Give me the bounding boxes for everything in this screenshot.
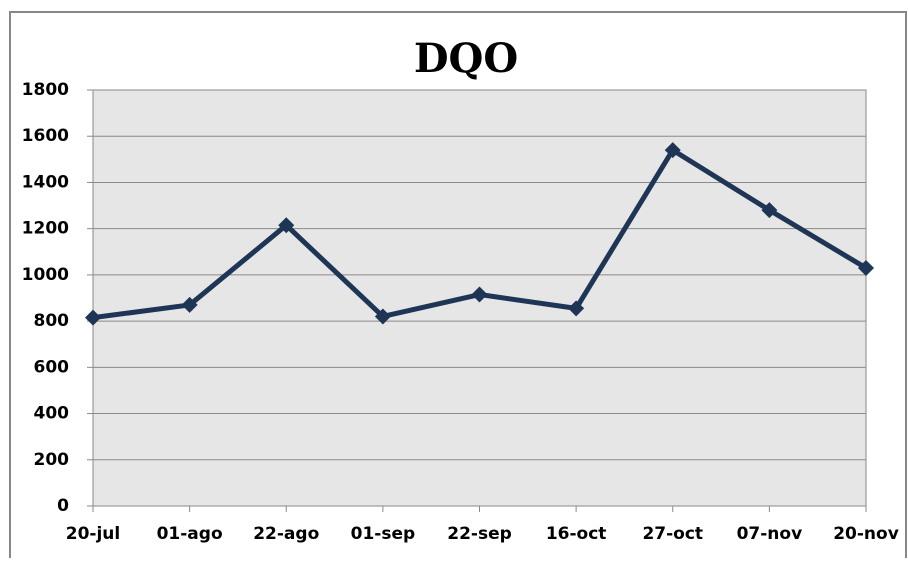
x-tick-label: 16-oct <box>546 524 607 544</box>
data-point <box>278 217 295 234</box>
data-point <box>85 309 101 326</box>
x-tick-label: 20-nov <box>833 524 899 544</box>
data-point <box>664 142 681 159</box>
data-point <box>568 300 585 317</box>
y-tick-label: 1000 <box>22 265 69 285</box>
y-tick-label: 600 <box>34 357 70 377</box>
x-tick-label: 01-ago <box>157 524 223 544</box>
x-tick-label: 07-nov <box>737 524 803 544</box>
data-point <box>181 296 198 313</box>
y-tick-label: 800 <box>34 311 70 331</box>
y-tick-label: 1400 <box>22 172 69 192</box>
y-tick-label: 1600 <box>22 126 69 146</box>
y-tick-label: 400 <box>34 404 70 424</box>
y-tick-label: 1200 <box>22 219 69 239</box>
data-point <box>761 202 778 219</box>
data-point <box>374 308 391 325</box>
x-tick-label: 22-ago <box>253 524 319 544</box>
y-tick-label: 0 <box>57 496 69 516</box>
chart-title: DQO <box>414 35 518 82</box>
x-tick-label: 01-sep <box>351 524 416 544</box>
data-point <box>858 259 874 276</box>
y-tick-label: 1800 <box>22 80 69 100</box>
x-tick-label: 22-sep <box>447 524 512 544</box>
data-point <box>471 286 488 303</box>
x-tick-label: 20-jul <box>66 524 120 544</box>
y-tick-label: 200 <box>34 450 70 470</box>
x-tick-label: 27-oct <box>642 524 703 544</box>
